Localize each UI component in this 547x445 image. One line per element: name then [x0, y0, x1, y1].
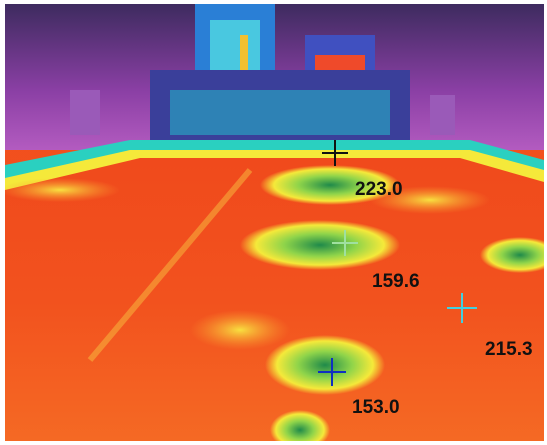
temperature-label: 159.6	[372, 271, 420, 292]
temperature-label: 215.3	[485, 339, 533, 360]
temperature-label: 223.0	[355, 179, 403, 200]
temperature-label: 153.0	[352, 397, 400, 418]
